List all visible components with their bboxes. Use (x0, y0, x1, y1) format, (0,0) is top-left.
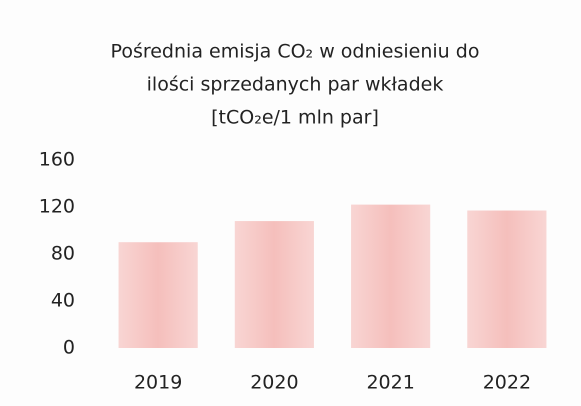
y-tick-label: 160 (39, 149, 75, 171)
chart-title: [tCO₂e/1 mln par] (211, 107, 379, 129)
chart-title: Pośrednia emisja CO₂ w odniesieniu do (111, 41, 480, 63)
chart-title: ilości sprzedanych par wkładek (147, 74, 444, 96)
y-tick-label: 0 (63, 337, 75, 359)
x-tick-label: 2020 (250, 372, 298, 394)
y-tick-label: 40 (51, 290, 75, 312)
bar-shade (351, 204, 431, 348)
y-tick-label: 80 (51, 243, 75, 265)
bar-shade (118, 242, 198, 348)
bar-shade (234, 221, 314, 348)
y-tick-label: 120 (39, 196, 75, 218)
x-tick-label: 2022 (483, 372, 531, 394)
x-tick-label: 2021 (366, 372, 414, 394)
bar-shade (467, 210, 547, 348)
x-tick-label: 2019 (134, 372, 182, 394)
